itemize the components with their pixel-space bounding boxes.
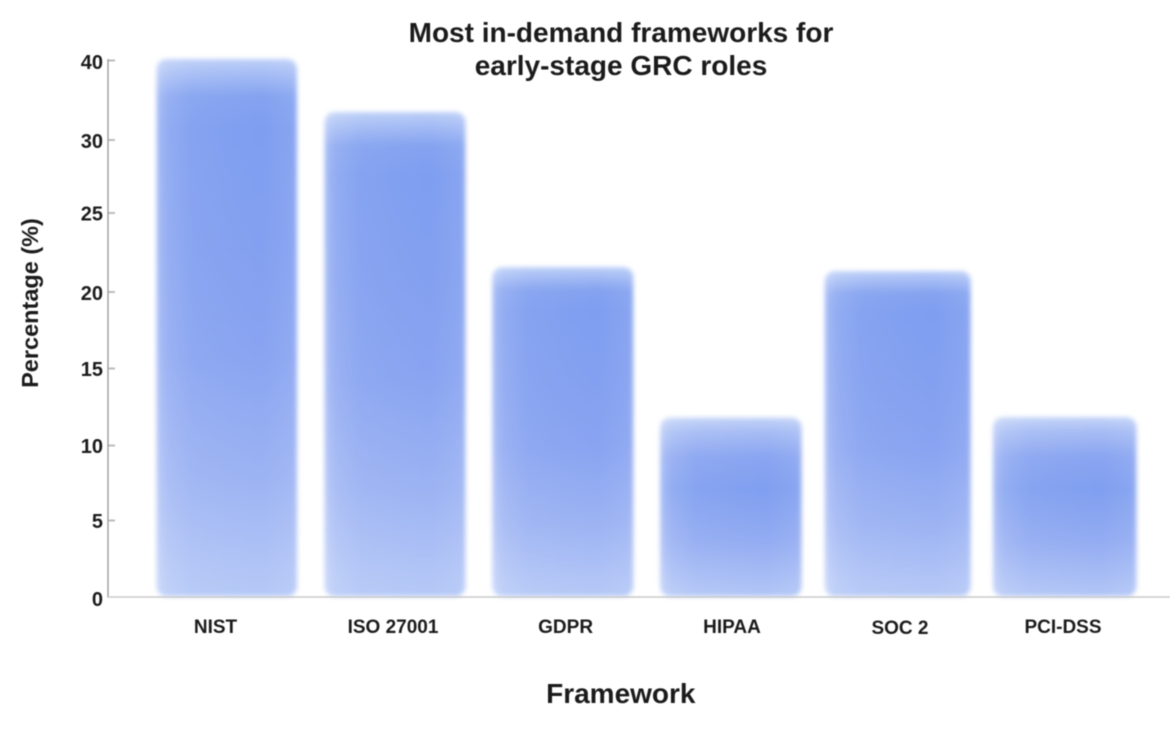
svg-text:ISO 27001: ISO 27001: [348, 617, 439, 638]
svg-text:GDPR: GDPR: [538, 617, 593, 638]
svg-text:HIPAA: HIPAA: [703, 617, 761, 638]
svg-text:40: 40: [81, 52, 103, 74]
svg-text:30: 30: [81, 131, 103, 153]
svg-text:Framework: Framework: [546, 678, 696, 709]
svg-text:20: 20: [81, 283, 103, 305]
svg-text:NIST: NIST: [194, 617, 238, 638]
svg-text:25: 25: [81, 204, 103, 226]
svg-text:0: 0: [92, 589, 103, 611]
svg-text:Percentage (%): Percentage (%): [17, 218, 43, 388]
svg-text:15: 15: [81, 359, 103, 381]
svg-text:Most in-demand frameworks for: Most in-demand frameworks for: [409, 17, 834, 48]
svg-text:10: 10: [81, 436, 103, 458]
svg-text:SOC 2: SOC 2: [871, 618, 928, 639]
svg-text:early-stage GRC roles: early-stage GRC roles: [475, 50, 768, 81]
svg-text:5: 5: [92, 511, 103, 533]
svg-text:PCI-DSS: PCI-DSS: [1024, 617, 1101, 638]
